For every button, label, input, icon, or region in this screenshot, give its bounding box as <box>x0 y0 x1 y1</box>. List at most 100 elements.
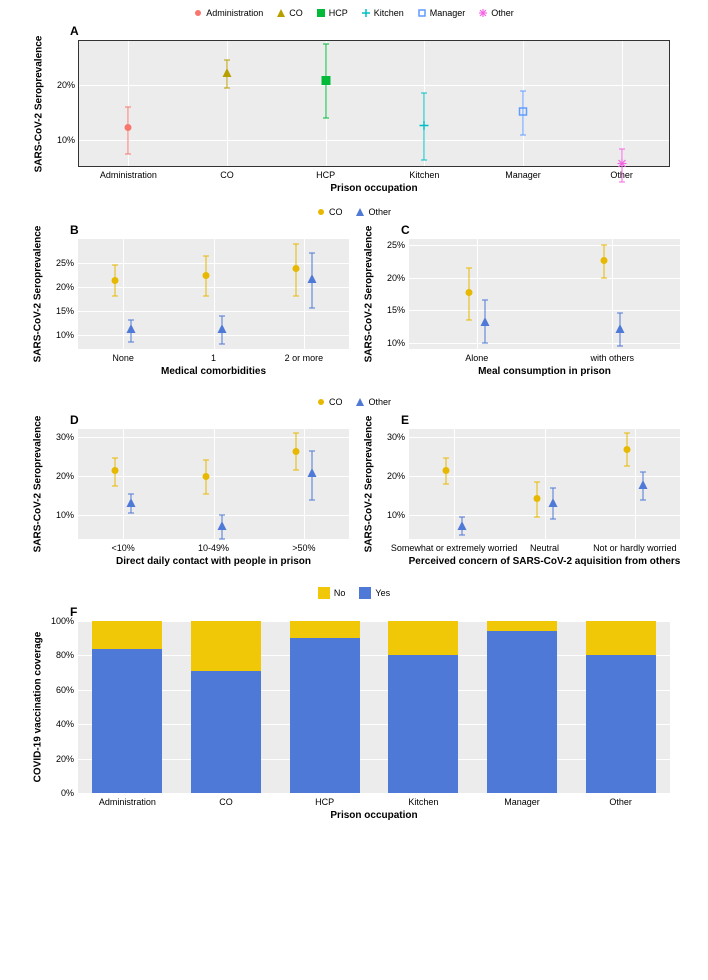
xtick: 2 or more <box>285 349 324 363</box>
xlabel-d: Direct daily contact with people in pris… <box>116 556 311 567</box>
ytick: 100% <box>51 616 78 626</box>
ytick: 10% <box>387 510 409 520</box>
data-point <box>321 76 330 88</box>
legend-text: CO <box>329 207 343 217</box>
legend-text: No <box>334 588 346 598</box>
xtick: Kitchen <box>408 793 438 807</box>
error-cap <box>624 432 630 433</box>
chart-d: SARS-CoV-2 Seroprevalence Direct daily c… <box>78 429 349 539</box>
gridline <box>214 239 215 349</box>
data-point <box>291 264 300 276</box>
error-cap <box>203 493 209 494</box>
legend-text: Administration <box>206 8 263 18</box>
error-cap <box>224 87 230 88</box>
gridline <box>78 621 670 622</box>
data-point <box>291 447 300 459</box>
data-point <box>111 276 120 288</box>
bar-yes <box>191 671 261 793</box>
legend-text: Other <box>368 397 391 407</box>
ytick: 30% <box>56 432 78 442</box>
data-point <box>464 288 473 300</box>
error-cap <box>219 344 225 345</box>
error-cap <box>293 470 299 471</box>
gridline <box>78 759 670 760</box>
error-cap <box>459 517 465 518</box>
ytick: 20% <box>56 471 78 481</box>
legend-item: Other <box>356 207 391 217</box>
data-point <box>223 68 232 80</box>
data-point <box>638 480 647 492</box>
ylabel-f: COVID-19 vaccination coverage <box>33 632 44 783</box>
data-point <box>519 107 528 119</box>
gridline <box>477 239 478 349</box>
legend-bc: CO Other <box>8 207 700 217</box>
ylabel-c: SARS-CoV-2 Seroprevalence <box>364 226 375 363</box>
error-cap <box>550 519 556 520</box>
xlabel-f: Prison occupation <box>330 810 417 821</box>
bar-yes <box>388 655 458 793</box>
error-cap <box>520 134 526 135</box>
xlabel-a: Prison occupation <box>330 183 417 194</box>
legend-item: Yes <box>359 587 390 599</box>
xtick: HCP <box>315 793 334 807</box>
error-cap <box>293 296 299 297</box>
ytick: 20% <box>56 754 78 764</box>
error-cap <box>128 341 134 342</box>
ylabel-a: SARS-CoV-2 Seroprevalence <box>34 35 45 172</box>
ytick: 25% <box>387 240 409 250</box>
panel-label-c: C <box>401 223 410 237</box>
error-cap <box>601 245 607 246</box>
error-cap <box>619 148 625 149</box>
error-cap <box>640 499 646 500</box>
error-cap <box>219 315 225 316</box>
error-cap <box>112 485 118 486</box>
legend-text: CO <box>329 397 343 407</box>
ytick: 60% <box>56 685 78 695</box>
legend-text: Other <box>368 207 391 217</box>
data-point <box>127 498 136 510</box>
error-cap <box>459 535 465 536</box>
legend-item: Kitchen <box>362 8 404 18</box>
data-point <box>458 521 467 533</box>
ytick: 40% <box>56 719 78 729</box>
xtick: 10-49% <box>198 539 229 553</box>
panel-label-b: B <box>70 223 79 237</box>
legend-item: Administration <box>194 8 263 18</box>
chart-e: SARS-CoV-2 Seroprevalence Perceived conc… <box>409 429 680 539</box>
legend-item: CO <box>317 207 343 217</box>
error-cap <box>421 93 427 94</box>
gridline <box>409 310 680 311</box>
data-point <box>616 324 625 336</box>
square-icon <box>317 9 325 17</box>
data-point <box>127 324 136 336</box>
data-point <box>622 445 631 457</box>
xtick: Alone <box>465 349 488 363</box>
ytick: 0% <box>61 788 78 798</box>
gridline <box>635 429 636 539</box>
error-cap <box>112 296 118 297</box>
ytick: 30% <box>387 432 409 442</box>
data-point <box>124 123 133 135</box>
error-cap <box>203 460 209 461</box>
error-cap <box>466 319 472 320</box>
xtick: Administration <box>99 793 156 807</box>
data-point <box>532 494 541 506</box>
error-cap <box>601 277 607 278</box>
xtick: CO <box>220 166 234 180</box>
ytick: 10% <box>56 330 78 340</box>
xtick: Neutral <box>530 539 559 553</box>
error-cap <box>443 484 449 485</box>
error-cap <box>128 320 134 321</box>
xtick: Not or hardly worried <box>593 539 677 553</box>
error-cap <box>203 255 209 256</box>
error-cap <box>550 487 556 488</box>
xtick: None <box>112 349 134 363</box>
error-cap <box>640 472 646 473</box>
gridline <box>409 278 680 279</box>
gridline <box>612 239 613 349</box>
xlabel-b: Medical comorbidities <box>161 366 266 377</box>
data-point <box>548 498 557 510</box>
gridline <box>79 85 669 86</box>
ytick: 80% <box>56 650 78 660</box>
error-cap <box>112 458 118 459</box>
